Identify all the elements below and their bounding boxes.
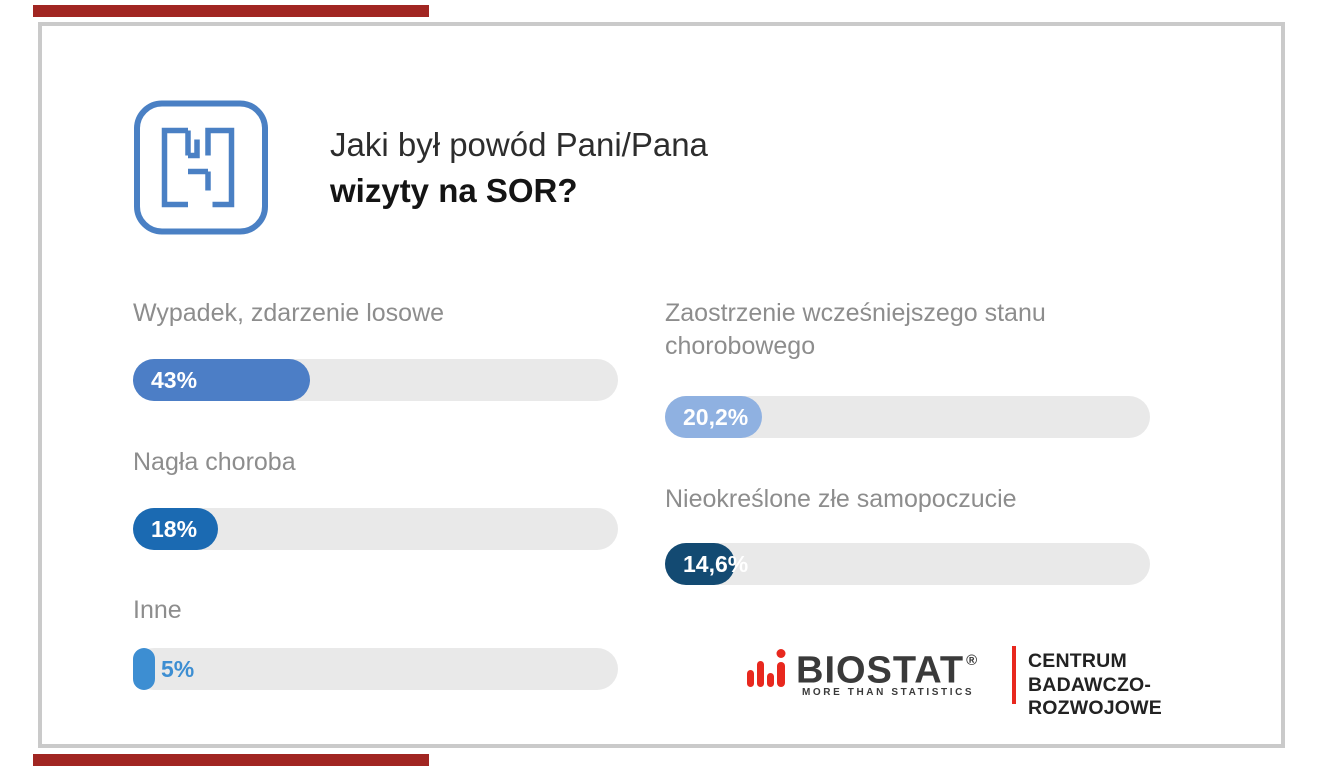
bar-fill — [133, 359, 311, 401]
page-title: Jaki był powód Pani/Pana wizyty na SOR? — [330, 122, 708, 214]
bar-label-zaostrzenie: Zaostrzenie wcześniejszego stanu chorobo… — [665, 299, 1046, 360]
hospital-h-icon — [134, 100, 268, 235]
bar-label-nieokreslone: Nieokreślone złe samopoczucie — [665, 485, 1017, 513]
bar-value: 20,2% — [683, 404, 749, 430]
bar-value: 43% — [151, 367, 198, 393]
bar-nieokreslone: 14,6% — [665, 543, 1150, 585]
bottom-accent-bar — [33, 754, 429, 766]
bar-fill — [133, 508, 218, 550]
biostat-bars-icon — [747, 649, 786, 687]
brand-tagline: MORE THAN STATISTICS — [802, 687, 975, 698]
org-line-1: CENTRUM — [1028, 650, 1127, 672]
bar-label-wypadek: Wypadek, zdarzenie losowe — [133, 299, 445, 327]
top-accent-bar — [33, 5, 429, 17]
bar-value: 5% — [161, 656, 195, 682]
bar-fill — [665, 543, 735, 585]
bar-zaostrzenie: 20,2% — [665, 396, 1150, 438]
brand-wordmark: BIOSTAT ® — [796, 645, 979, 692]
bar-label-inne: Inne — [133, 596, 182, 624]
title-line-2: wizyty na SOR? — [330, 172, 578, 209]
bar-fill — [133, 648, 156, 690]
bar-value: 14,6% — [683, 551, 749, 577]
org-line-2: BADAWCZO-ROZWOJOWE — [1028, 673, 1162, 720]
bar-label-nagla-choroba: Nagła choroba — [133, 448, 296, 476]
logo-divider — [1012, 646, 1016, 704]
registered-mark: ® — [966, 652, 979, 669]
bar-value: 18% — [151, 516, 198, 542]
brand-text: BIOSTAT — [796, 649, 965, 692]
org-name: CENTRUM BADAWCZO-ROZWOJOWE — [1028, 650, 1269, 721]
bar-wypadek: 43% — [133, 359, 618, 401]
bar-nagla-choroba: 18% — [133, 508, 618, 550]
bar-fill — [665, 396, 762, 438]
bar-inne: 5% — [133, 648, 618, 690]
title-line-1: Jaki był powód Pani/Pana — [330, 126, 708, 163]
biostat-logo: BIOSTAT ® MORE THAN STATISTICS CENTRUM BA… — [744, 641, 1269, 719]
